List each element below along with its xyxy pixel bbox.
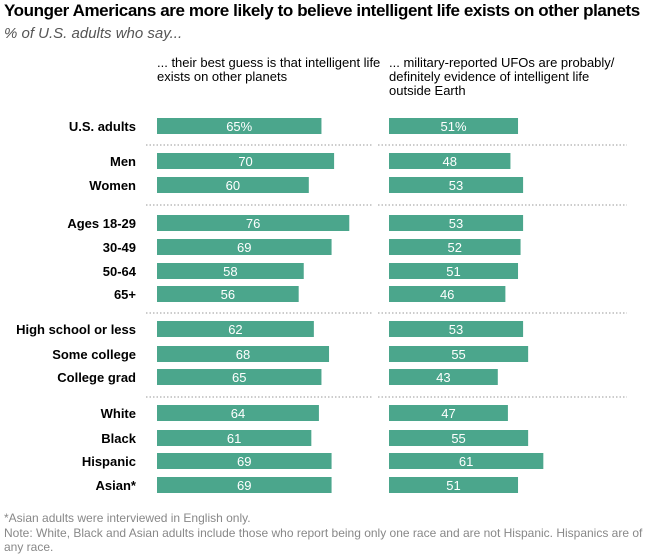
category-label-high-school-or-less: High school or less	[16, 322, 136, 337]
category-label-some-college: Some college	[52, 347, 136, 362]
bar-ufo-evidence-ages-18-29	[389, 215, 524, 231]
bar-ufo-evidence-50-64	[389, 263, 519, 279]
category-label-college-grad: College grad	[57, 370, 136, 385]
data-label: 69	[237, 454, 251, 469]
category-label-women: Women	[89, 178, 136, 193]
category-label-65: 65+	[114, 287, 136, 302]
data-label: 68	[236, 347, 250, 362]
bar-life-exists-ages-18-29	[157, 215, 350, 231]
data-label: 65	[232, 370, 246, 385]
bar-life-exists-u-s-adults	[157, 118, 322, 134]
data-label: 53	[449, 216, 463, 231]
category-label-ages-18-29: Ages 18-29	[67, 216, 136, 231]
bar-ufo-evidence-asian	[389, 477, 519, 493]
data-label: 65%	[226, 119, 252, 134]
data-label: 61	[227, 431, 241, 446]
data-label: 46	[440, 287, 454, 302]
category-label-black: Black	[101, 431, 136, 446]
data-label: 48	[442, 154, 456, 169]
data-label: 51%	[440, 119, 466, 134]
bar-ufo-evidence-white	[389, 405, 508, 421]
data-label: 51	[446, 264, 460, 279]
bar-ufo-evidence-30-49	[389, 239, 521, 255]
data-label: 58	[223, 264, 237, 279]
data-label: 56	[221, 287, 235, 302]
data-label: 61	[459, 454, 473, 469]
column-header-ufo-evidence: ... military-reported UFOs are probably/…	[389, 55, 615, 98]
data-label: 70	[238, 154, 252, 169]
category-label-asian: Asian*	[96, 478, 137, 493]
bar-ufo-evidence-men	[389, 153, 511, 169]
column-header-life-exists: ... their best guess is that intelligent…	[157, 55, 381, 84]
data-label: 55	[451, 347, 465, 362]
data-label: 53	[449, 322, 463, 337]
category-label-white: White	[101, 406, 136, 421]
category-label-30-49: 30-49	[103, 240, 136, 255]
bar-life-exists-college-grad	[157, 369, 322, 385]
bar-ufo-evidence-women	[389, 177, 524, 193]
bar-life-exists-men	[157, 153, 335, 169]
bar-ufo-evidence-black	[389, 430, 529, 446]
data-label: 53	[449, 178, 463, 193]
data-label: 76	[246, 216, 260, 231]
category-label-men: Men	[110, 154, 136, 169]
bar-life-exists-asian	[157, 477, 332, 493]
category-label-u-s-adults: U.S. adults	[69, 119, 136, 134]
bar-ufo-evidence-high-school-or-less	[389, 321, 524, 337]
bar-life-exists-white	[157, 405, 319, 421]
data-label: 69	[237, 240, 251, 255]
data-label: 55	[451, 431, 465, 446]
bar-ufo-evidence-hispanic	[389, 453, 544, 469]
chart-note: Note: White, Black and Asian adults incl…	[4, 526, 643, 554]
bar-ufo-evidence-college-grad	[389, 369, 498, 385]
bar-life-exists-high-school-or-less	[157, 321, 314, 337]
bar-life-exists-black	[157, 430, 312, 446]
bar-life-exists-women	[157, 177, 309, 193]
chart-title: Younger Americans are more likely to bel…	[4, 1, 640, 20]
data-label: 52	[448, 240, 462, 255]
category-label-50-64: 50-64	[103, 264, 137, 279]
bar-life-exists-some-college	[157, 346, 330, 362]
bar-life-exists-hispanic	[157, 453, 332, 469]
data-label: 64	[231, 406, 245, 421]
data-label: 60	[226, 178, 240, 193]
bar-ufo-evidence-u-s-adults	[389, 118, 519, 134]
data-label: 47	[441, 406, 455, 421]
bar-ufo-evidence-some-college	[389, 346, 529, 362]
bar-ufo-evidence-65	[389, 286, 506, 302]
data-label: 69	[237, 478, 251, 493]
category-label-hispanic: Hispanic	[82, 454, 136, 469]
data-label: 62	[228, 322, 242, 337]
chart-subtitle: % of U.S. adults who say...	[4, 25, 183, 42]
data-label: 43	[436, 370, 450, 385]
bar-life-exists-50-64	[157, 263, 304, 279]
bar-life-exists-65	[157, 286, 299, 302]
data-label: 51	[446, 478, 460, 493]
footnote: *Asian adults were interviewed in Englis…	[4, 511, 251, 525]
bar-life-exists-30-49	[157, 239, 332, 255]
